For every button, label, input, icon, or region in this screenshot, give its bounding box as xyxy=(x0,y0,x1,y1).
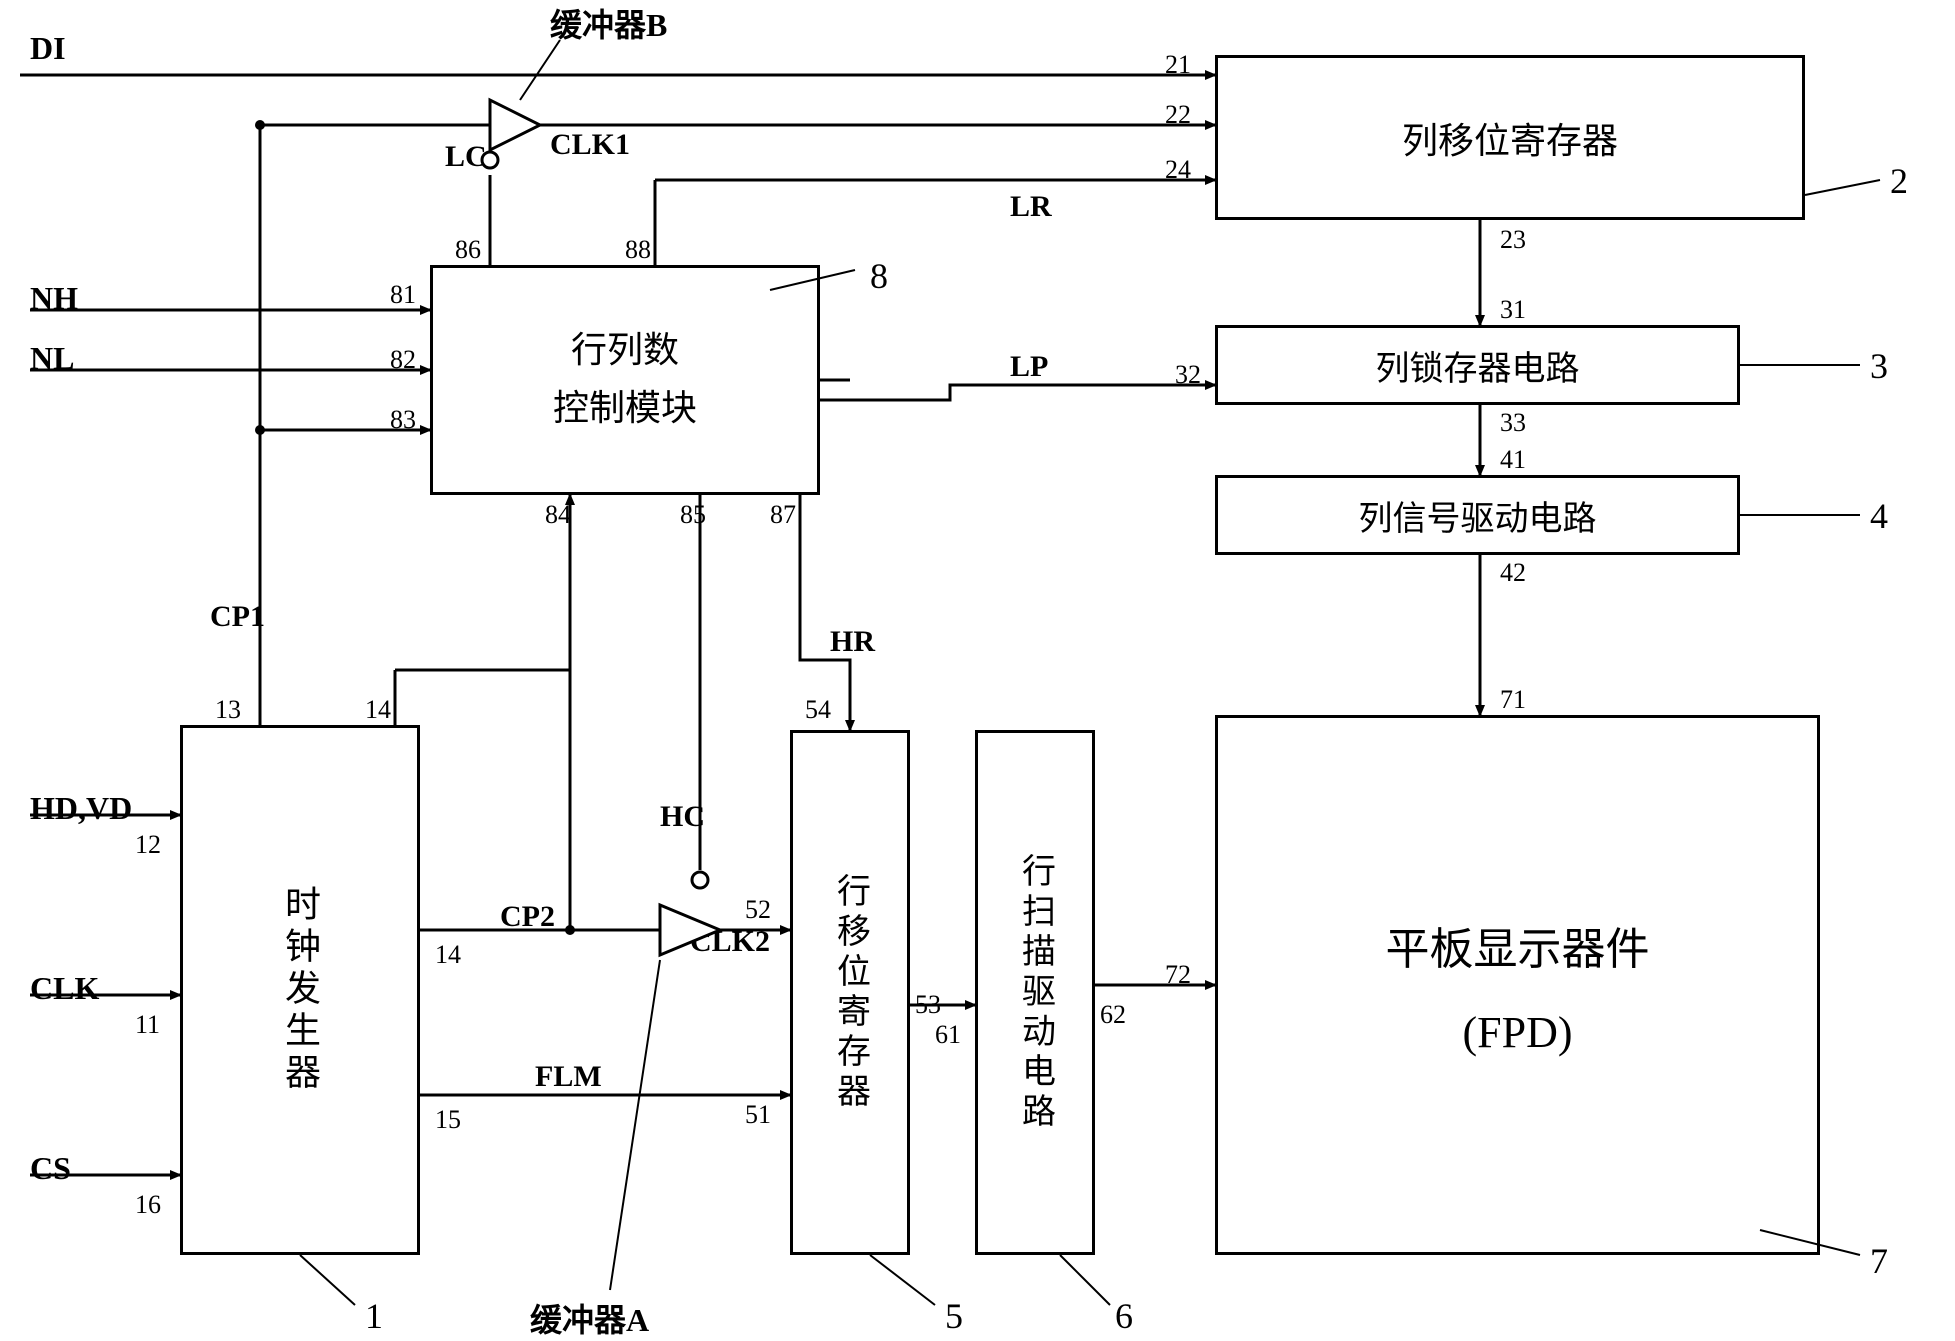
ref-8: 8 xyxy=(870,255,888,297)
ref-6: 6 xyxy=(1115,1295,1133,1337)
pin-83: 83 xyxy=(390,405,416,435)
col-driver-block: 列信号驱动电路 xyxy=(1215,475,1740,555)
pin-71: 71 xyxy=(1500,685,1526,715)
pin-21: 21 xyxy=(1165,50,1191,80)
signal-di: DI xyxy=(30,30,66,67)
col-latch-block: 列锁存器电路 xyxy=(1215,325,1740,405)
pin-61: 61 xyxy=(935,1020,961,1050)
signal-cs: CS xyxy=(30,1150,71,1187)
pin-22: 22 xyxy=(1165,100,1191,130)
col-latch-label: 列锁存器电路 xyxy=(1376,341,1580,390)
col-shift-register-label: 列移位寄存器 xyxy=(1402,112,1618,164)
signal-cp2: CP2 xyxy=(500,900,555,934)
signal-hr: HR xyxy=(830,625,875,659)
row-scan-driver-label: 行扫描驱动电路 xyxy=(1011,853,1060,1133)
pin-23: 23 xyxy=(1500,225,1526,255)
signal-lc: LC xyxy=(445,140,487,174)
row-shift-register-block: 行移位寄存器 xyxy=(790,730,910,1255)
annotation-buffer-a: 缓冲器A xyxy=(530,1295,649,1341)
pin-88: 88 xyxy=(625,235,651,265)
pin-52: 52 xyxy=(745,895,771,925)
ref-5: 5 xyxy=(945,1295,963,1337)
fpd-block: 平板显示器件 (FPD) xyxy=(1215,715,1820,1255)
pin-81: 81 xyxy=(390,280,416,310)
pin-11: 11 xyxy=(135,1010,160,1040)
pin-85: 85 xyxy=(680,500,706,530)
ref-7: 7 xyxy=(1870,1240,1888,1282)
col-driver-label: 列信号驱动电路 xyxy=(1359,491,1597,540)
signal-nl: NL xyxy=(30,340,74,377)
pin-33: 33 xyxy=(1500,408,1526,438)
clock-generator-block: 时钟发生器 xyxy=(180,725,420,1255)
row-scan-driver-block: 行扫描驱动电路 xyxy=(975,730,1095,1255)
ref-3: 3 xyxy=(1870,345,1888,387)
signal-lp: LP xyxy=(1010,350,1048,384)
pin-14a: 14 xyxy=(365,695,391,725)
pin-86: 86 xyxy=(455,235,481,265)
pin-41: 41 xyxy=(1500,445,1526,475)
pin-12: 12 xyxy=(135,830,161,860)
pin-15: 15 xyxy=(435,1105,461,1135)
fpd-label: 平板显示器件 xyxy=(1386,913,1650,977)
pin-53: 53 xyxy=(915,990,941,1020)
pin-42: 42 xyxy=(1500,558,1526,588)
pin-16: 16 xyxy=(135,1190,161,1220)
pin-51: 51 xyxy=(745,1100,771,1130)
pin-82: 82 xyxy=(390,345,416,375)
signal-flm: FLM xyxy=(535,1060,602,1094)
signal-cp1: CP1 xyxy=(210,600,265,634)
pin-24: 24 xyxy=(1165,155,1191,185)
pin-54: 54 xyxy=(805,695,831,725)
ref-1: 1 xyxy=(365,1295,383,1337)
pin-72: 72 xyxy=(1165,960,1191,990)
pin-13: 13 xyxy=(215,695,241,725)
signal-clk: CLK xyxy=(30,970,99,1007)
pin-62: 62 xyxy=(1100,1000,1126,1030)
signal-clk2: CLK2 xyxy=(690,925,770,959)
signal-hc: HC xyxy=(660,800,705,834)
ref-4: 4 xyxy=(1870,495,1888,537)
col-shift-register-block: 列移位寄存器 xyxy=(1215,55,1805,220)
row-shift-register-label: 行移位寄存器 xyxy=(826,873,875,1113)
pin-31: 31 xyxy=(1500,295,1526,325)
pin-14b: 14 xyxy=(435,940,461,970)
row-col-control-label: 行列数 控制模块 xyxy=(553,322,697,437)
pin-87: 87 xyxy=(770,500,796,530)
signal-hdvd: HD,VD xyxy=(30,790,132,827)
pin-84: 84 xyxy=(545,500,571,530)
ref-2: 2 xyxy=(1890,160,1908,202)
signal-clk1: CLK1 xyxy=(550,128,630,162)
signal-lr: LR xyxy=(1010,190,1052,224)
row-col-control-block: 行列数 控制模块 xyxy=(430,265,820,495)
clock-generator-label: 时钟发生器 xyxy=(274,885,326,1095)
pin-32: 32 xyxy=(1175,360,1201,390)
annotation-buffer-b: 缓冲器B xyxy=(550,0,667,46)
fpd-subtext: (FPD) xyxy=(1462,1007,1572,1058)
signal-nh: NH xyxy=(30,280,78,317)
